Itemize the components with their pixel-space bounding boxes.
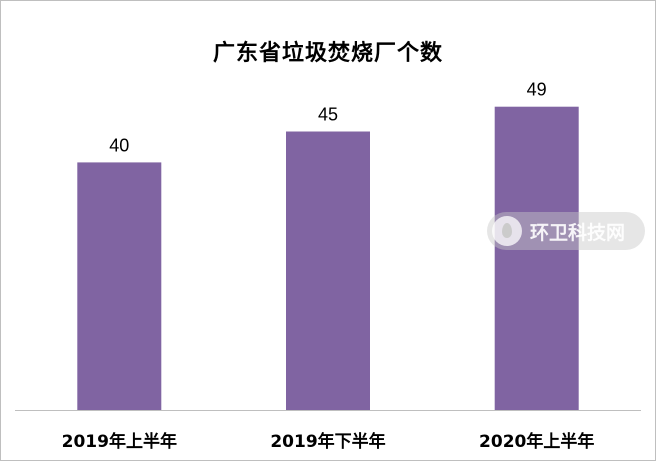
category-label-1: 2019年上半年 xyxy=(62,431,177,452)
data-label-2: 45 xyxy=(318,105,338,125)
category-label-2: 2019年下半年 xyxy=(270,431,385,452)
bar-1 xyxy=(77,162,162,410)
category-label-3: 2020年上半年 xyxy=(479,431,594,452)
watermark-text: 环卫科技网 xyxy=(530,221,626,244)
chart-title: 广东省垃圾焚烧厂个数 xyxy=(212,41,443,66)
bar-2 xyxy=(286,131,370,410)
droplet-icon xyxy=(492,216,522,246)
watermark: 环卫科技网 xyxy=(487,212,645,250)
data-label-3: 49 xyxy=(527,80,547,100)
data-label-1: 40 xyxy=(109,135,129,155)
bar-3 xyxy=(494,106,579,410)
